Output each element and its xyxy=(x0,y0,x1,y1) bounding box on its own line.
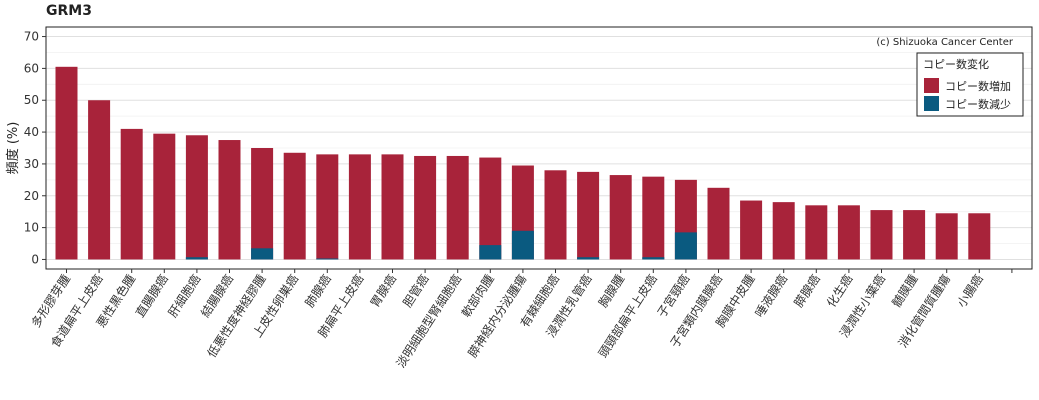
bar-gain xyxy=(185,135,208,260)
x-tick-label: 化生癌 xyxy=(823,271,855,309)
legend-swatch xyxy=(924,96,939,111)
legend-title: コピー数変化 xyxy=(923,57,989,71)
bar-gain xyxy=(903,210,926,260)
x-tick-label: 唾液腺癌 xyxy=(751,271,790,319)
x-tick-label: 胃腺癌 xyxy=(367,271,399,309)
y-tick-label: 20 xyxy=(24,189,39,203)
y-axis-label: 頻度 (%) xyxy=(5,122,21,175)
legend-label: コピー数減少 xyxy=(945,97,1011,111)
bar-loss xyxy=(316,258,339,260)
y-tick-label: 70 xyxy=(24,30,39,44)
bar-loss xyxy=(251,248,274,260)
y-tick-label: 0 xyxy=(31,252,39,266)
x-tick-label: 髄膜腫 xyxy=(888,271,920,309)
x-tick-label: 膵腺癌 xyxy=(791,271,823,309)
bar-gain xyxy=(740,200,763,260)
bar-gain xyxy=(153,133,176,260)
bar-gain xyxy=(707,187,730,260)
y-tick-label: 10 xyxy=(24,221,39,235)
x-tick-label: 肺腺癌 xyxy=(302,271,334,309)
bar-loss xyxy=(674,232,697,260)
bar-gain xyxy=(218,140,241,260)
bar-gain xyxy=(120,128,143,260)
bar-gain xyxy=(837,205,860,260)
bar-loss xyxy=(642,257,665,260)
x-tick-label: 低悪性度神経膠腫 xyxy=(204,271,269,360)
bar-gain xyxy=(414,155,437,260)
x-tick-label: 胆管癌 xyxy=(399,271,431,309)
chart-title: GRM3 xyxy=(46,3,92,19)
bar-gain xyxy=(870,210,893,260)
bar-gain xyxy=(772,202,795,260)
x-tick-label: 頭頸部扁平上皮癌 xyxy=(595,271,660,360)
bar-gain xyxy=(935,213,958,260)
legend-swatch xyxy=(924,78,939,93)
x-tick-label: 膵神経内分泌腫瘍 xyxy=(465,271,530,360)
bar-gain xyxy=(577,171,600,260)
bar-loss xyxy=(577,257,600,260)
bar-gain xyxy=(805,205,828,260)
bar-gain xyxy=(88,100,111,260)
copyright-note: (c) Shizuoka Cancer Center xyxy=(876,37,1014,48)
x-tick-label: 小腸癌 xyxy=(954,271,986,309)
y-tick-label: 30 xyxy=(24,157,39,171)
bar-gain xyxy=(446,155,469,260)
x-tick-label: 淡明細胞型腎細胞癌 xyxy=(393,271,464,370)
bar-gain xyxy=(251,148,274,260)
bar-gain xyxy=(968,213,991,260)
x-tick-label: 胸腺腫 xyxy=(595,271,627,309)
bar-gain xyxy=(316,154,339,260)
y-tick-label: 40 xyxy=(24,125,39,139)
bar-gain xyxy=(642,176,665,260)
bar-loss xyxy=(479,245,502,260)
bar-gain xyxy=(283,152,306,260)
bar-gain xyxy=(609,175,632,260)
bar-gain xyxy=(479,157,502,260)
bar-gain xyxy=(544,170,567,260)
legend-label: コピー数増加 xyxy=(945,80,1011,93)
bar-loss xyxy=(511,230,534,260)
bar-gain xyxy=(381,154,404,260)
plot-frame xyxy=(45,26,1033,270)
y-tick-label: 50 xyxy=(24,93,39,107)
bar-gain xyxy=(348,154,371,260)
bar-gain xyxy=(55,66,78,260)
y-tick-label: 60 xyxy=(24,61,39,75)
bar-loss xyxy=(185,257,208,260)
